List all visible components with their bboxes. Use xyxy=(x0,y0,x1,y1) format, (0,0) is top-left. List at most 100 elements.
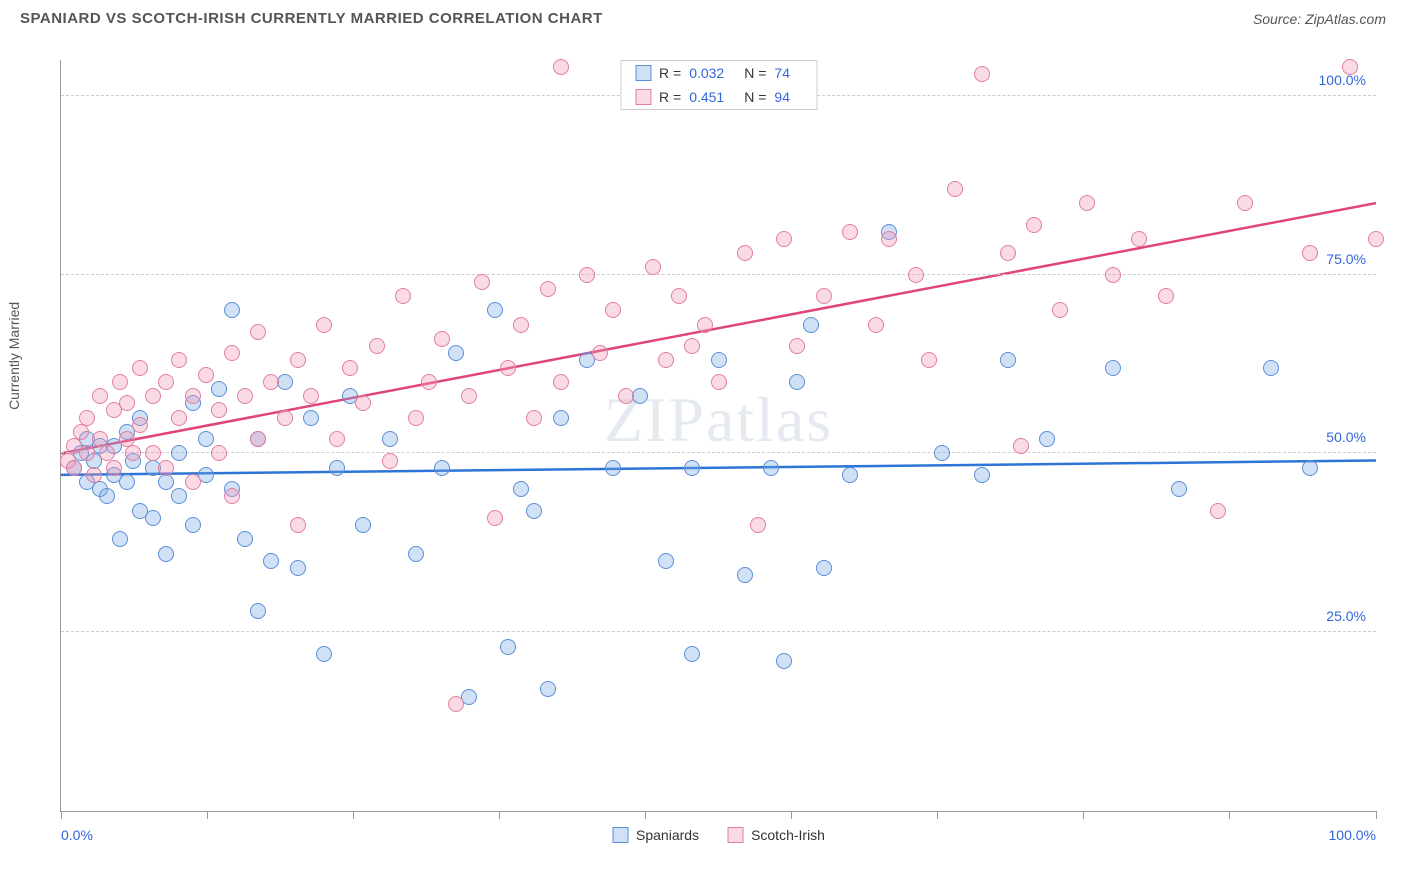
data-point xyxy=(224,302,240,318)
data-point xyxy=(868,317,884,333)
data-point xyxy=(908,267,924,283)
data-point xyxy=(1000,352,1016,368)
y-axis-label: Currently Married xyxy=(6,302,22,410)
data-point xyxy=(1210,503,1226,519)
data-point xyxy=(329,460,345,476)
data-point xyxy=(303,388,319,404)
data-point xyxy=(211,402,227,418)
x-tick xyxy=(353,811,354,819)
data-point xyxy=(224,345,240,361)
data-point xyxy=(66,460,82,476)
x-axis-max-label: 100.0% xyxy=(1329,827,1376,843)
data-point xyxy=(803,317,819,333)
chart-container: Currently Married ZIPatlas R = 0.032 N =… xyxy=(20,40,1386,872)
data-point xyxy=(553,374,569,390)
data-point xyxy=(816,288,832,304)
data-point xyxy=(316,646,332,662)
data-point xyxy=(737,245,753,261)
y-tick-label: 25.0% xyxy=(1326,608,1366,624)
data-point xyxy=(125,445,141,461)
data-point xyxy=(382,431,398,447)
data-point xyxy=(1105,360,1121,376)
data-point xyxy=(1158,288,1174,304)
data-point xyxy=(290,517,306,533)
legend-item-scotch-irish: Scotch-Irish xyxy=(727,827,825,843)
data-point xyxy=(382,453,398,469)
data-point xyxy=(684,338,700,354)
data-point xyxy=(1368,231,1384,247)
data-point xyxy=(1052,302,1068,318)
data-point xyxy=(658,352,674,368)
data-point xyxy=(198,431,214,447)
legend-series: Spaniards Scotch-Irish xyxy=(612,827,825,843)
n-value-spaniards: 74 xyxy=(774,65,790,81)
data-point xyxy=(1131,231,1147,247)
data-point xyxy=(697,317,713,333)
swatch-spaniards-icon xyxy=(612,827,628,843)
data-point xyxy=(250,603,266,619)
data-point xyxy=(185,474,201,490)
data-point xyxy=(355,517,371,533)
data-point xyxy=(224,488,240,504)
x-tick xyxy=(1229,811,1230,819)
data-point xyxy=(145,445,161,461)
data-point xyxy=(605,460,621,476)
data-point xyxy=(645,259,661,275)
swatch-spaniards xyxy=(635,65,651,81)
data-point xyxy=(303,410,319,426)
data-point xyxy=(79,445,95,461)
data-point xyxy=(329,431,345,447)
legend-row-spaniards: R = 0.032 N = 74 xyxy=(621,61,816,85)
data-point xyxy=(263,553,279,569)
data-point xyxy=(776,653,792,669)
data-point xyxy=(448,345,464,361)
data-point xyxy=(921,352,937,368)
x-tick xyxy=(937,811,938,819)
data-point xyxy=(290,560,306,576)
data-point xyxy=(86,467,102,483)
x-axis-min-label: 0.0% xyxy=(61,827,93,843)
data-point xyxy=(592,345,608,361)
data-point xyxy=(500,639,516,655)
x-tick xyxy=(791,811,792,819)
legend-row-scotch-irish: R = 0.451 N = 94 xyxy=(621,85,816,109)
data-point xyxy=(487,302,503,318)
legend-correlation: R = 0.032 N = 74 R = 0.451 N = 94 xyxy=(620,60,817,110)
data-point xyxy=(211,445,227,461)
data-point xyxy=(737,567,753,583)
data-point xyxy=(526,503,542,519)
data-point xyxy=(1013,438,1029,454)
data-point xyxy=(579,267,595,283)
data-point xyxy=(421,374,437,390)
data-point xyxy=(842,224,858,240)
data-point xyxy=(277,410,293,426)
data-point xyxy=(1302,245,1318,261)
data-point xyxy=(487,510,503,526)
data-point xyxy=(1171,481,1187,497)
data-point xyxy=(92,388,108,404)
r-value-spaniards: 0.032 xyxy=(689,65,724,81)
legend-label-scotch-irish: Scotch-Irish xyxy=(751,827,825,843)
data-point xyxy=(119,395,135,411)
data-point xyxy=(106,460,122,476)
data-point xyxy=(474,274,490,290)
chart-title: SPANIARD VS SCOTCH-IRISH CURRENTLY MARRI… xyxy=(20,10,603,27)
x-tick xyxy=(499,811,500,819)
data-point xyxy=(119,474,135,490)
data-point xyxy=(1105,267,1121,283)
data-point xyxy=(112,531,128,547)
x-tick xyxy=(1083,811,1084,819)
y-tick-label: 75.0% xyxy=(1326,251,1366,267)
data-point xyxy=(605,302,621,318)
data-point xyxy=(395,288,411,304)
data-point xyxy=(250,324,266,340)
gridline xyxy=(61,274,1376,275)
data-point xyxy=(198,367,214,383)
data-point xyxy=(112,374,128,390)
data-point xyxy=(132,417,148,433)
swatch-scotch-irish-icon xyxy=(727,827,743,843)
x-tick xyxy=(61,811,62,819)
data-point xyxy=(934,445,950,461)
data-point xyxy=(684,646,700,662)
data-point xyxy=(540,681,556,697)
